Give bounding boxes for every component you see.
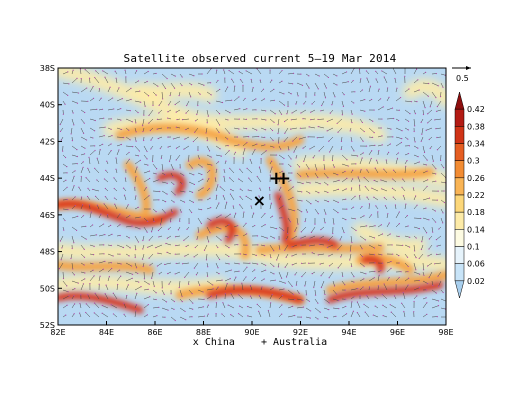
colorbar-label: 0.38 <box>467 122 485 131</box>
colorbar-label: 0.1 <box>467 243 480 252</box>
colorbar-segment <box>454 126 465 144</box>
colorbar-label: 0.42 <box>467 105 485 114</box>
colorbar-label: 0.02 <box>467 277 485 286</box>
lat-tick-label: 50S <box>40 284 55 293</box>
marker-legend: x China + Australia <box>0 337 520 348</box>
colorbar-segment <box>454 177 465 196</box>
reference-vector: 0.5 <box>452 66 471 83</box>
colorbar-segment <box>454 143 465 161</box>
reference-vector-label: 0.5 <box>456 74 469 83</box>
longitude-ticks: 82E 84E 86E 88E 90E 92E 94E 96E 98E <box>50 321 454 337</box>
colorbar-segment <box>454 194 465 213</box>
lon-tick-label: 84E <box>99 328 114 337</box>
lon-tick-label: 90E <box>244 328 259 337</box>
latitude-ticks: 38S 40S 42S 44S 46S 48S 50S 52S <box>40 64 62 330</box>
speed-field <box>58 68 446 325</box>
lon-tick-label: 96E <box>390 328 405 337</box>
colorbar-label: 0.06 <box>467 260 485 269</box>
colorbar-segment <box>454 280 465 299</box>
lat-tick-label: 40S <box>40 101 55 110</box>
colorbar: 0.02 0.06 0.1 0.14 0.18 0.22 0.26 0.3 0.34 0.38 0.… <box>454 91 485 299</box>
colorbar-segment <box>454 263 465 282</box>
colorbar-segment <box>454 246 465 264</box>
lat-tick-label: 48S <box>40 248 55 257</box>
lat-tick-label: 38S <box>40 64 55 73</box>
colorbar-segment <box>454 160 465 179</box>
colorbar-label: 0.34 <box>467 140 485 149</box>
china-marker: × <box>253 191 266 210</box>
colorbar-segment <box>454 91 465 110</box>
lat-tick-label: 42S <box>40 137 55 146</box>
lon-tick-label: 92E <box>293 328 308 337</box>
lat-tick-label: 46S <box>40 211 55 220</box>
legend-australia: + Australia <box>260 337 328 348</box>
colorbar-label: 0.3 <box>467 157 480 166</box>
lon-tick-label: 82E <box>50 328 65 337</box>
colorbar-segment <box>454 211 465 230</box>
colorbar-label: 0.26 <box>467 174 485 183</box>
colorbar-label: 0.22 <box>467 191 485 200</box>
lon-tick-label: 88E <box>196 328 211 337</box>
australia-marker: + <box>269 168 284 189</box>
map-title: Satellite observed current 5–19 Mar 2014 <box>123 52 397 65</box>
lat-tick-label: 52S <box>40 321 55 330</box>
colorbar-label: 0.18 <box>467 208 485 217</box>
lat-tick-label: 44S <box>40 174 55 183</box>
lon-tick-label: 94E <box>341 328 356 337</box>
colorbar-segment <box>454 108 465 127</box>
legend-china: x China <box>192 337 235 348</box>
colorbar-segment <box>454 229 465 247</box>
colorbar-label: 0.14 <box>467 225 485 234</box>
australia-marker: + <box>276 168 291 189</box>
lon-tick-label: 98E <box>438 328 453 337</box>
lon-tick-label: 86E <box>147 328 162 337</box>
station-markers: ×++ <box>253 168 292 210</box>
